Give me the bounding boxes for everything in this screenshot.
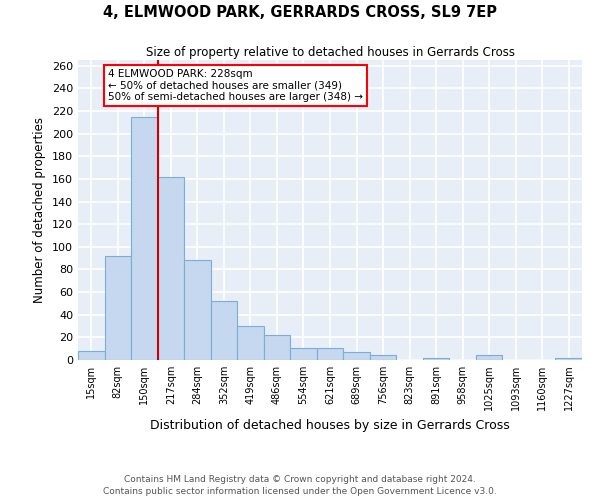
Text: 4 ELMWOOD PARK: 228sqm
← 50% of detached houses are smaller (349)
50% of semi-de: 4 ELMWOOD PARK: 228sqm ← 50% of detached… [108,69,363,102]
Bar [78,351,104,360]
Bar [158,176,184,360]
Bar [556,358,582,360]
Bar [104,256,131,360]
X-axis label: Distribution of detached houses by size in Gerrards Cross: Distribution of detached houses by size … [150,419,510,432]
Bar [317,348,343,360]
Bar [237,326,263,360]
Bar [263,335,290,360]
Bar [184,260,211,360]
Bar [423,358,449,360]
Bar [131,116,158,360]
Bar [370,356,397,360]
Bar [343,352,370,360]
Text: 4, ELMWOOD PARK, GERRARDS CROSS, SL9 7EP: 4, ELMWOOD PARK, GERRARDS CROSS, SL9 7EP [103,5,497,20]
Title: Size of property relative to detached houses in Gerrards Cross: Size of property relative to detached ho… [146,46,515,59]
Bar [290,348,317,360]
Text: Contains HM Land Registry data © Crown copyright and database right 2024.
Contai: Contains HM Land Registry data © Crown c… [103,474,497,496]
Y-axis label: Number of detached properties: Number of detached properties [34,117,46,303]
Bar [211,301,237,360]
Bar [476,356,502,360]
